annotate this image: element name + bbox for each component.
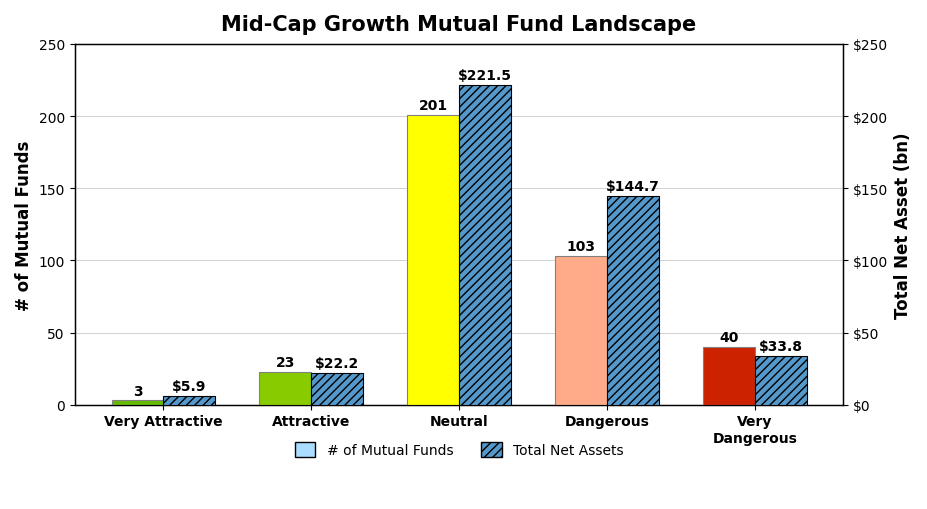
Text: $5.9: $5.9 [172, 380, 207, 393]
Text: 3: 3 [133, 384, 143, 398]
Text: 23: 23 [275, 355, 295, 369]
Text: $33.8: $33.8 [758, 340, 803, 353]
Bar [260, 372, 311, 405]
Text: 201: 201 [419, 99, 448, 112]
Legend: # of Mutual Funds, Total Net Assets: # of Mutual Funds, Total Net Assets [289, 437, 629, 463]
Bar [407, 116, 459, 405]
Title: Mid-Cap Growth Mutual Fund Landscape: Mid-Cap Growth Mutual Fund Landscape [222, 15, 697, 35]
Bar [459, 86, 511, 405]
Bar [163, 397, 215, 405]
Bar [703, 347, 755, 405]
Text: 103: 103 [566, 240, 595, 253]
Bar [111, 401, 163, 405]
Bar [607, 196, 659, 405]
Text: $221.5: $221.5 [458, 69, 512, 83]
Text: 40: 40 [719, 330, 739, 345]
Y-axis label: Total Net Asset (bn): Total Net Asset (bn) [894, 132, 912, 318]
Bar [311, 373, 363, 405]
Y-axis label: # of Mutual Funds: # of Mutual Funds [15, 140, 33, 310]
Bar [555, 257, 607, 405]
Text: $22.2: $22.2 [315, 356, 359, 370]
Text: $144.7: $144.7 [606, 180, 660, 193]
Bar [755, 356, 806, 405]
